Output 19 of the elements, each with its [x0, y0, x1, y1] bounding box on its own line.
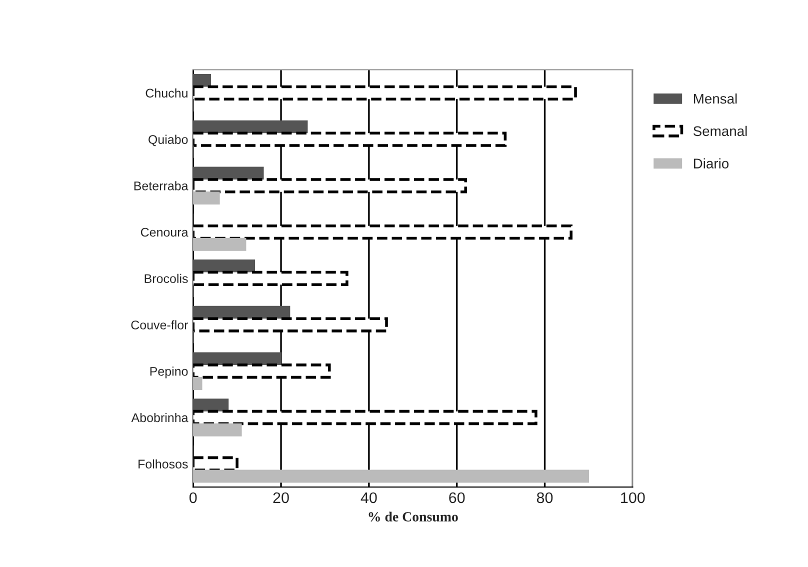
x-tick-label: 0 [189, 492, 197, 504]
y-tick-label: Brocolis [144, 274, 188, 284]
x-tick-label: 60 [449, 492, 465, 504]
y-tick-label: Cenoura [140, 228, 188, 237]
x-tick-label: 80 [536, 492, 553, 504]
y-tick-label: Quiabo [148, 134, 188, 146]
legend-label: Semanal [693, 126, 747, 136]
x-tick-label: 40 [360, 492, 377, 504]
y-tick-label: Pepino [150, 366, 188, 378]
legend-label: Mensal [694, 93, 737, 104]
x-axis-title: % de Consumo [368, 512, 458, 522]
y-tick-label: Folhosos [138, 459, 188, 469]
legend-label: Diario [694, 158, 729, 168]
y-tick-label: Couve-flor [131, 320, 188, 330]
y-tick-label: Abobrinha [131, 412, 188, 422]
x-tick-label: 20 [273, 492, 289, 504]
y-tick-label: Chuchu [146, 88, 188, 98]
x-tick-label: 100 [621, 492, 645, 504]
y-tick-label: Beterraba [134, 181, 188, 190]
